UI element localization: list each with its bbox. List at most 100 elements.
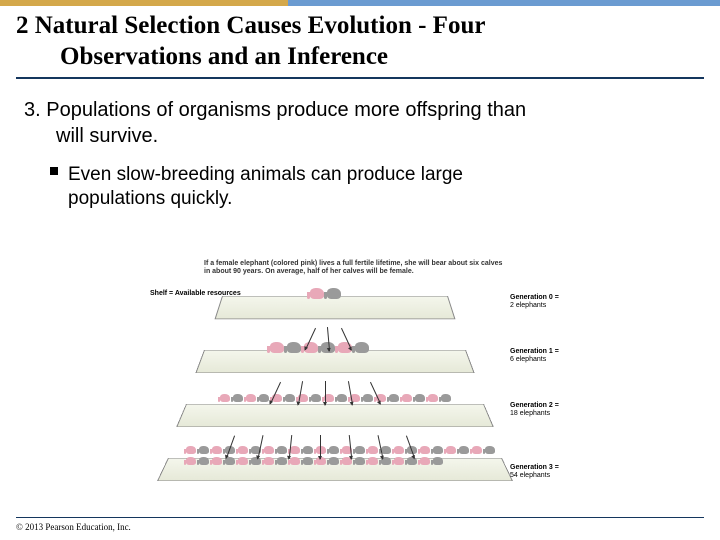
elephant-icon xyxy=(329,457,339,465)
gen2-label: Generation 2 = 18 elephants xyxy=(510,402,580,417)
elephant-icon xyxy=(304,342,318,353)
shelf-gen0 xyxy=(214,296,455,319)
elephant-icon xyxy=(246,394,256,402)
gen-count-text: 6 elephants xyxy=(510,356,546,363)
elephant-icon xyxy=(303,457,313,465)
elephant-icon xyxy=(272,394,282,402)
elephant-icon xyxy=(264,446,274,454)
elephant-icon xyxy=(238,446,248,454)
main-point: 3. Populations of organisms produce more… xyxy=(24,97,696,149)
elephant-icon xyxy=(298,394,308,402)
elephant-icon xyxy=(251,446,261,454)
footer-divider xyxy=(16,517,704,518)
elephant-icon xyxy=(355,457,365,465)
elephant-icon xyxy=(433,457,443,465)
elephant-icon xyxy=(368,457,378,465)
elephant-icon xyxy=(338,342,352,353)
diagram-caption: If a female elephant (colored pink) live… xyxy=(150,260,580,277)
elephant-icon xyxy=(355,342,369,353)
elephant-icon xyxy=(459,446,469,454)
elephant-icon xyxy=(415,394,425,402)
elephant-icon xyxy=(238,457,248,465)
elephant-icon xyxy=(472,446,482,454)
elephants-gen1 xyxy=(270,342,369,353)
elephant-icon xyxy=(324,394,334,402)
subpoint-line2: populations quickly. xyxy=(68,187,696,212)
gen-label-text: Generation 1 = xyxy=(510,348,559,355)
title-line1: 2 Natural Selection Causes Evolution - F… xyxy=(16,12,485,39)
elephant-icon xyxy=(441,394,451,402)
elephant-icon xyxy=(446,446,456,454)
elephant-icon xyxy=(259,394,269,402)
elephant-icon xyxy=(316,457,326,465)
gen-count-text: 18 elephants xyxy=(510,410,550,417)
elephant-icon xyxy=(327,288,341,299)
caption-line1: If a female elephant (colored pink) live… xyxy=(204,260,502,267)
elephants-gen3 xyxy=(186,446,496,465)
title-line2: Observations and an Inference xyxy=(16,41,704,72)
shelf-gen2 xyxy=(176,404,494,427)
elephant-icon xyxy=(287,342,301,353)
elephant-icon xyxy=(368,446,378,454)
elephant-icon xyxy=(285,394,295,402)
elephant-icon xyxy=(199,457,209,465)
elephant-icon xyxy=(186,446,196,454)
gen1-label: Generation 1 = 6 elephants xyxy=(510,348,580,363)
caption-line2: in about 90 years. On average, half of h… xyxy=(204,268,414,275)
elephant-icon xyxy=(381,446,391,454)
copyright-text: © 2013 Pearson Education, Inc. xyxy=(16,522,131,532)
elephant-icon xyxy=(402,394,412,402)
shelf-gen1 xyxy=(195,350,474,373)
elephant-icon xyxy=(350,394,360,402)
title-area: 2 Natural Selection Causes Evolution - F… xyxy=(0,6,720,75)
point-line2: will survive. xyxy=(24,123,696,149)
elephant-icon xyxy=(321,342,335,353)
elephants-gen2 xyxy=(220,394,460,402)
elephant-icon xyxy=(355,446,365,454)
elephant-icon xyxy=(264,457,274,465)
elephant-icon xyxy=(316,446,326,454)
elephant-icon xyxy=(337,394,347,402)
gen0-label: Generation 0 = 2 elephants xyxy=(510,294,580,309)
sub-point: Even slow-breeding animals can produce l… xyxy=(24,163,696,212)
elephant-icon xyxy=(381,457,391,465)
elephant-icon xyxy=(310,288,324,299)
page-title: 2 Natural Selection Causes Evolution - F… xyxy=(16,10,704,73)
elephant-icon xyxy=(342,446,352,454)
elephant-icon xyxy=(376,394,386,402)
elephant-icon xyxy=(251,457,261,465)
gen-label-text: Generation 0 = xyxy=(510,294,559,301)
gen-label-text: Generation 2 = xyxy=(510,402,559,409)
elephant-icon xyxy=(420,446,430,454)
subpoint-line1: Even slow-breeding animals can produce l… xyxy=(68,164,463,185)
gen-label-text: Generation 3 = xyxy=(510,464,559,471)
gen3-label: Generation 3 = 54 elephants xyxy=(510,464,580,479)
point-line1: Populations of organisms produce more of… xyxy=(46,99,526,121)
elephant-icon xyxy=(342,457,352,465)
elephant-icon xyxy=(212,446,222,454)
elephant-icon xyxy=(212,457,222,465)
elephant-icon xyxy=(233,394,243,402)
elephant-icon xyxy=(290,457,300,465)
gen-count-text: 2 elephants xyxy=(510,302,546,309)
elephant-icon xyxy=(407,457,417,465)
elephant-icon xyxy=(394,446,404,454)
elephant-icon xyxy=(329,446,339,454)
body-content: 3. Populations of organisms produce more… xyxy=(0,79,720,212)
elephant-icon xyxy=(433,446,443,454)
elephant-icon xyxy=(199,446,209,454)
elephant-icon xyxy=(363,394,373,402)
elephant-icon xyxy=(428,394,438,402)
elephant-icon xyxy=(220,394,230,402)
elephant-icon xyxy=(389,394,399,402)
elephant-icon xyxy=(277,446,287,454)
elephant-icon xyxy=(407,446,417,454)
elephant-icon xyxy=(225,446,235,454)
elephant-icon xyxy=(303,446,313,454)
elephant-icon xyxy=(186,457,196,465)
elephant-diagram: If a female elephant (colored pink) live… xyxy=(150,260,580,508)
square-bullet-icon xyxy=(50,167,58,175)
elephants-gen0 xyxy=(310,288,341,299)
elephant-icon xyxy=(225,457,235,465)
elephant-icon xyxy=(394,457,404,465)
